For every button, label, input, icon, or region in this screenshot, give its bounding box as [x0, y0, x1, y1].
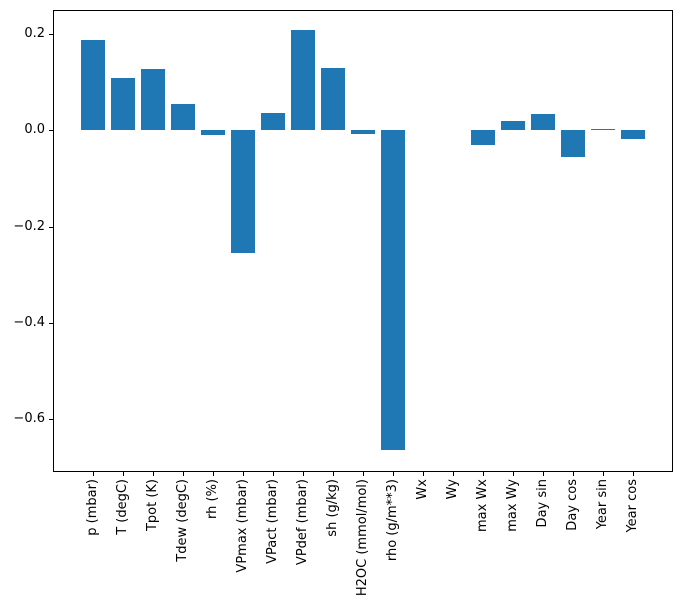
y-tick-mark [49, 130, 53, 131]
x-tick-label: Tdew (degC) [175, 479, 190, 562]
x-tick-label: T (degC) [115, 479, 130, 535]
y-tick-mark [49, 34, 53, 35]
x-tick-label: p (mbar) [85, 479, 100, 536]
bar [231, 130, 255, 253]
y-tick-label: −0.2 [13, 219, 45, 234]
x-tick-label: rh (%) [205, 479, 220, 519]
x-tick-mark [93, 472, 94, 476]
y-tick-label: 0.0 [24, 122, 45, 137]
x-tick-mark [573, 472, 574, 476]
y-tick-mark [49, 227, 53, 228]
x-tick-mark [483, 472, 484, 476]
y-tick-label: −0.4 [13, 315, 45, 330]
x-tick-label: H2OC (mmol/mol) [355, 479, 370, 597]
x-tick-mark [393, 472, 394, 476]
x-tick-mark [603, 472, 604, 476]
bar [621, 130, 645, 139]
x-tick-mark [363, 472, 364, 476]
y-tick-label: 0.2 [24, 26, 45, 41]
bar [381, 130, 405, 450]
x-tick-label: rho (g/m**3) [385, 479, 400, 562]
x-tick-mark [453, 472, 454, 476]
bar [351, 130, 375, 134]
y-tick-mark [49, 419, 53, 420]
x-tick-mark [303, 472, 304, 476]
bar [261, 113, 285, 130]
x-tick-label: max Wx [475, 479, 490, 533]
x-tick-label: Wx [415, 479, 430, 500]
x-tick-mark [633, 472, 634, 476]
x-tick-label: VPmax (mbar) [235, 479, 250, 573]
x-tick-label: Tpot (K) [145, 479, 160, 532]
x-tick-label: Wy [445, 479, 460, 500]
bar [561, 130, 585, 157]
x-tick-label: VPdef (mbar) [295, 479, 310, 566]
bar [111, 78, 135, 130]
x-tick-mark [333, 472, 334, 476]
x-tick-label: Year sin [595, 479, 610, 530]
bar [531, 114, 555, 130]
bar [321, 68, 345, 130]
x-tick-mark [273, 472, 274, 476]
bar [141, 69, 165, 130]
x-tick-mark [153, 472, 154, 476]
x-tick-label: VPact (mbar) [265, 479, 280, 564]
bar [81, 40, 105, 130]
x-tick-mark [213, 472, 214, 476]
x-tick-mark [423, 472, 424, 476]
x-tick-label: Year cos [625, 479, 640, 533]
x-tick-label: Day sin [535, 479, 550, 528]
x-tick-mark [513, 472, 514, 476]
bar [171, 104, 195, 130]
bar [291, 30, 315, 130]
y-tick-mark [49, 323, 53, 324]
x-tick-label: sh (g/kg) [325, 479, 340, 537]
x-tick-mark [243, 472, 244, 476]
bar [591, 129, 615, 130]
bar [471, 130, 495, 145]
x-tick-mark [183, 472, 184, 476]
x-tick-mark [123, 472, 124, 476]
bar [201, 130, 225, 135]
bar [501, 121, 525, 130]
x-tick-mark [543, 472, 544, 476]
y-tick-label: −0.6 [13, 411, 45, 426]
x-tick-label: Day cos [565, 479, 580, 531]
x-tick-label: max Wy [505, 479, 520, 532]
